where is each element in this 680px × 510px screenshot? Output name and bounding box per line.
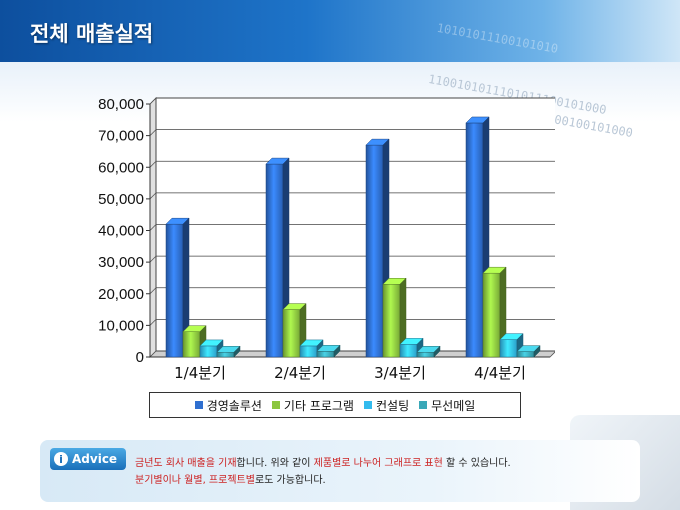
bar-front: [516, 351, 535, 358]
bar-front: [282, 309, 301, 358]
y-tick-label: 30,000: [98, 254, 144, 271]
legend-swatch: [271, 401, 280, 409]
y-tick-label: 0: [136, 349, 144, 366]
y-tick-label: 40,000: [98, 223, 144, 240]
y-tick-label: 70,000: [98, 128, 144, 145]
chart-legend: 경영솔루션 기타 프로그램 컨설팅 무선메일: [149, 392, 521, 418]
y-tick-label: 80,000: [98, 96, 144, 113]
bar-front: [416, 352, 435, 358]
bar-front: [199, 345, 218, 358]
advice-panel: [40, 440, 640, 502]
advice-line-2: 분기별이나 월별, 프로젝트별로도 가능합니다.: [135, 472, 615, 489]
gridline-diag: [149, 319, 157, 326]
gridline-diag: [149, 224, 157, 231]
info-icon: i: [54, 452, 68, 466]
y-tick-label: 10,000: [98, 317, 144, 334]
advice-segment: 분기별이나 월별, 프로젝트별: [135, 475, 255, 486]
bar-front: [299, 345, 318, 358]
advice-segment: 할 수 있습니다.: [442, 458, 511, 469]
x-tick-label: 3/4분기: [374, 364, 426, 382]
bar-front: [316, 351, 335, 358]
legend-label: 컨설팅: [375, 398, 410, 413]
bar-front: [399, 344, 418, 358]
advice-line-1: 금년도 회사 매출을 기재합니다. 위와 같이 제품별로 나누어 그래프로 표현…: [135, 455, 615, 472]
gridline-diag: [149, 160, 157, 168]
legend-item: 무선메일: [419, 397, 475, 414]
x-tick-label: 2/4분기: [274, 364, 326, 382]
advice-badge-label: Advice: [72, 452, 118, 466]
gridline-diag: [149, 287, 157, 295]
legend-label: 기타 프로그램: [283, 398, 354, 413]
bar-side: [233, 345, 241, 358]
legend-item: 기타 프로그램: [271, 397, 354, 414]
gridline-diag: [149, 192, 157, 200]
bar-side: [333, 344, 341, 358]
y-tick-label: 60,000: [98, 159, 144, 176]
bar-front: [182, 331, 201, 358]
bar-side: [433, 345, 441, 358]
advice-badge: i Advice: [50, 448, 126, 470]
bar-front: [465, 122, 484, 358]
legend-item: 경영솔루션: [194, 397, 262, 414]
bar-chart: 0 10,000 20,000 30,000 40,000 50,000 60,000 70,…: [98, 96, 555, 382]
legend-label: 경영솔루션: [206, 398, 262, 413]
gridline-diag: [149, 129, 157, 136]
bar-front: [365, 144, 384, 358]
bar-front: [482, 272, 501, 358]
advice-segment: 로도 가능합니다.: [254, 475, 326, 486]
bar-front: [165, 223, 184, 358]
advice-segment: 합니다. 위와 같이: [236, 458, 314, 469]
advice-segment: 제품별로 나누어 그래프로 표현: [313, 458, 443, 469]
gridline-diag: [149, 97, 157, 105]
legend-swatch: [419, 401, 428, 409]
y-tick-label: 20,000: [98, 286, 144, 303]
page-title: 전체 매출실적: [30, 22, 154, 46]
gridline-diag: [149, 255, 157, 263]
legend-item: 컨설팅: [363, 397, 410, 414]
legend-swatch: [363, 401, 372, 409]
bar-front: [499, 339, 518, 358]
bar-front: [382, 284, 401, 358]
header-banner: 10101011100101010: [0, 0, 680, 62]
legend-swatch: [194, 401, 203, 409]
x-tick-label: 4/4분기: [474, 364, 526, 382]
advice-text: 금년도 회사 매출을 기재합니다. 위와 같이 제품별로 나누어 그래프로 표현…: [135, 455, 615, 489]
advice-segment: 금년도 회사 매출을 기재: [135, 458, 237, 469]
bar-front: [265, 163, 284, 358]
y-tick-label: 50,000: [98, 191, 144, 208]
bar-side: [533, 345, 541, 358]
legend-label: 무선메일: [431, 398, 476, 413]
x-tick-label: 1/4분기: [174, 364, 226, 382]
bar-front: [216, 352, 235, 358]
